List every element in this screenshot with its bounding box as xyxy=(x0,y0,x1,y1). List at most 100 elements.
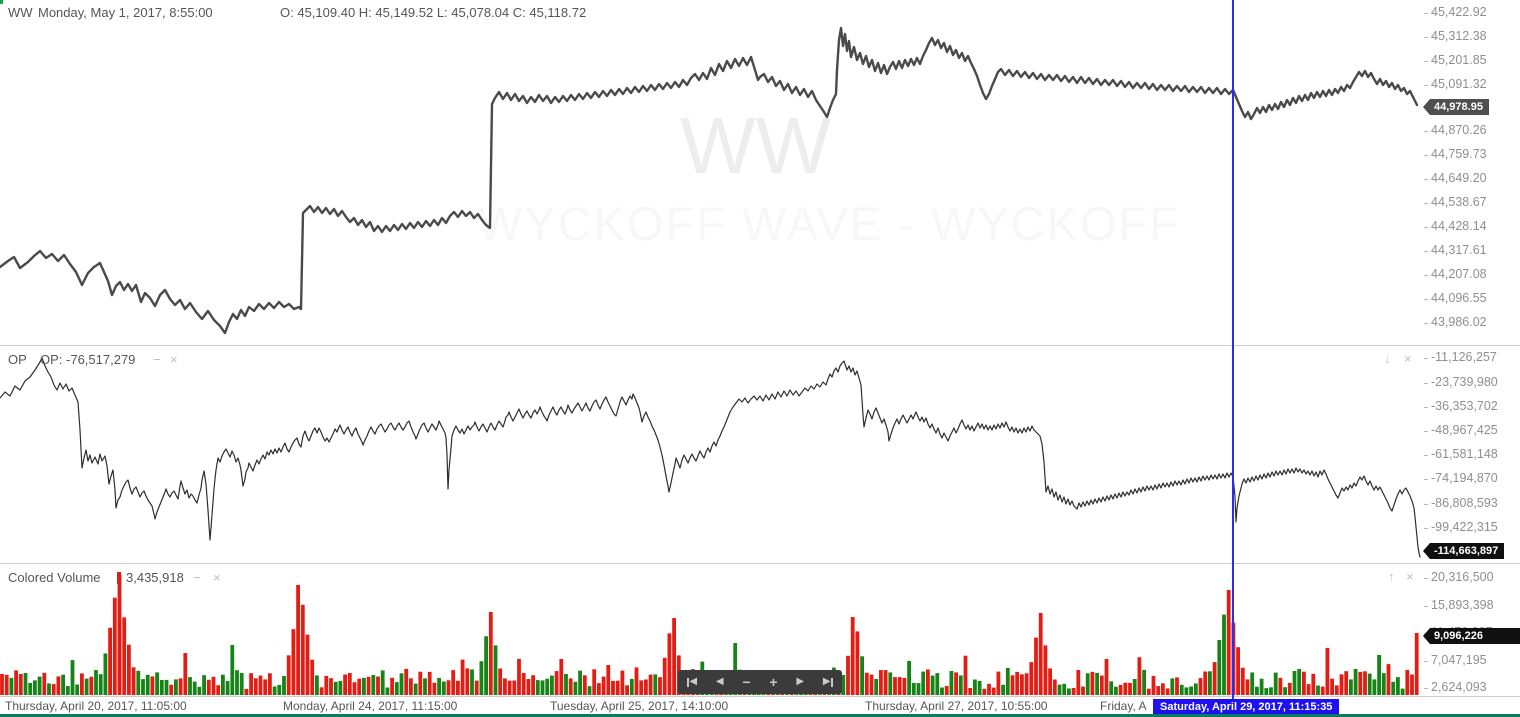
volume-bar xyxy=(1339,674,1344,695)
volume-bar xyxy=(352,682,357,695)
volume-panel-close-button[interactable]: × xyxy=(213,570,221,585)
volume-bar xyxy=(465,668,470,695)
volume-bar xyxy=(211,676,216,695)
volume-bar xyxy=(183,653,188,695)
volume-bar xyxy=(1203,671,1208,695)
plus-icon: + xyxy=(769,674,778,690)
axis-tick-label: 44,317.61 xyxy=(1431,243,1487,257)
volume-bar xyxy=(911,682,916,695)
axis-tick-mark xyxy=(1424,407,1428,408)
volume-bar xyxy=(244,688,249,695)
axis-tick-mark xyxy=(1424,61,1428,62)
axis-tick-mark xyxy=(1424,251,1428,252)
op-panel-move-down-button[interactable]: ↓ xyxy=(1384,351,1391,366)
volume-panel-minimize-button[interactable]: − xyxy=(193,570,201,585)
volume-bar xyxy=(982,688,987,695)
axis-tick-label: -48,967,425 xyxy=(1431,423,1498,437)
time-axis-label: Tuesday, April 25, 2017, 14:10:00 xyxy=(550,699,729,713)
volume-bar xyxy=(1400,688,1405,695)
volume-bar xyxy=(1114,686,1118,695)
volume-bar xyxy=(197,686,202,695)
volume-bar xyxy=(601,676,606,695)
volume-bar xyxy=(498,668,503,695)
volume-panel-close-button-right[interactable]: × xyxy=(1406,569,1414,584)
zoom-in-button[interactable]: + xyxy=(769,675,777,689)
panel-separator[interactable] xyxy=(0,345,1520,346)
volume-bar xyxy=(202,675,206,695)
op-panel-close-button[interactable]: × xyxy=(170,352,178,367)
step-back-button[interactable]: ◀ xyxy=(716,677,724,687)
volume-bar xyxy=(1034,637,1038,695)
volume-bar xyxy=(1245,679,1250,695)
volume-bar xyxy=(648,674,653,695)
volume-bar xyxy=(1372,679,1377,695)
volume-bar xyxy=(1306,684,1311,695)
step-forward-button[interactable]: ▶ xyxy=(796,677,804,687)
panel-separator[interactable] xyxy=(0,563,1520,564)
op-line xyxy=(0,357,1421,558)
volume-bar xyxy=(503,678,507,695)
volume-bar xyxy=(159,680,164,695)
volume-bar xyxy=(131,667,136,695)
volume-bar xyxy=(1095,672,1099,695)
axis-tick-label: 15,893,398 xyxy=(1431,598,1494,612)
volume-bar xyxy=(1264,688,1269,695)
volume-bar xyxy=(1353,669,1358,695)
volume-bar xyxy=(1311,673,1316,695)
volume-bar xyxy=(1057,684,1062,695)
volume-bar xyxy=(84,678,89,695)
skip-to-start-button[interactable]: ◀ xyxy=(687,677,697,687)
axis-tick-label: 44,207.08 xyxy=(1431,267,1487,281)
axis-tick-label: -23,739,980 xyxy=(1431,375,1498,389)
volume-bar xyxy=(56,676,61,695)
volume-bar xyxy=(1377,655,1381,695)
volume-bar xyxy=(1236,647,1240,695)
volume-bar xyxy=(564,674,568,695)
axis-tick-mark xyxy=(1424,431,1428,432)
volume-bar xyxy=(568,678,573,695)
volume-panel-move-up-button[interactable]: ↑ xyxy=(1388,569,1395,584)
volume-bar xyxy=(1325,648,1330,695)
axis-tick-label: 44,649.20 xyxy=(1431,171,1487,185)
volume-bar xyxy=(65,686,70,695)
volume-bar xyxy=(869,674,874,695)
top-panel-datetime-label: Monday, May 1, 2017, 8:55:00 xyxy=(38,5,213,20)
axis-tick-mark xyxy=(1424,688,1428,689)
op-panel-minimize-button[interactable]: − xyxy=(153,352,161,367)
volume-bar xyxy=(733,643,738,695)
volume-bar xyxy=(141,679,145,695)
volume-bar xyxy=(371,675,376,695)
skip-to-end-button[interactable]: ▶ xyxy=(823,677,833,687)
volume-bar xyxy=(249,673,253,695)
axis-tick-label: -99,422,315 xyxy=(1431,520,1498,534)
op-panel-close-button-right[interactable]: × xyxy=(1404,351,1412,366)
volume-bar xyxy=(347,673,352,695)
axis-tick-label: -11,126,257 xyxy=(1431,350,1497,364)
op-last-value-badge: -114,663,897 xyxy=(1422,543,1505,559)
volume-bar xyxy=(37,676,42,695)
volume-bar xyxy=(239,673,244,695)
volume-bar xyxy=(1165,688,1170,695)
axis-tick-label: 44,759.73 xyxy=(1431,147,1487,161)
zoom-out-button[interactable]: − xyxy=(742,675,750,689)
volume-bar xyxy=(1283,687,1287,695)
volume-bar xyxy=(357,678,362,695)
wyckoff-wave-line xyxy=(0,26,1419,335)
axis-tick-mark xyxy=(1424,299,1428,300)
skip-end-arrow-icon: ▶ xyxy=(822,676,831,687)
volume-bar xyxy=(634,667,639,695)
volume-bar xyxy=(1334,685,1339,695)
volume-bar xyxy=(1349,679,1353,695)
volume-bar xyxy=(399,673,404,695)
volume-bar xyxy=(1170,678,1175,695)
volume-bar xyxy=(1269,687,1273,695)
axis-tick-label: 2,624,093 xyxy=(1431,680,1487,694)
volume-bar xyxy=(493,645,498,695)
volume-bar xyxy=(1363,671,1367,695)
volume-last-value-badge: 9,096,226 xyxy=(1423,628,1520,644)
volume-bar xyxy=(1330,678,1334,695)
axis-tick-mark xyxy=(1424,528,1428,529)
volume-panel-name-label: Colored Volume xyxy=(8,570,101,585)
volume-bar xyxy=(573,681,578,695)
